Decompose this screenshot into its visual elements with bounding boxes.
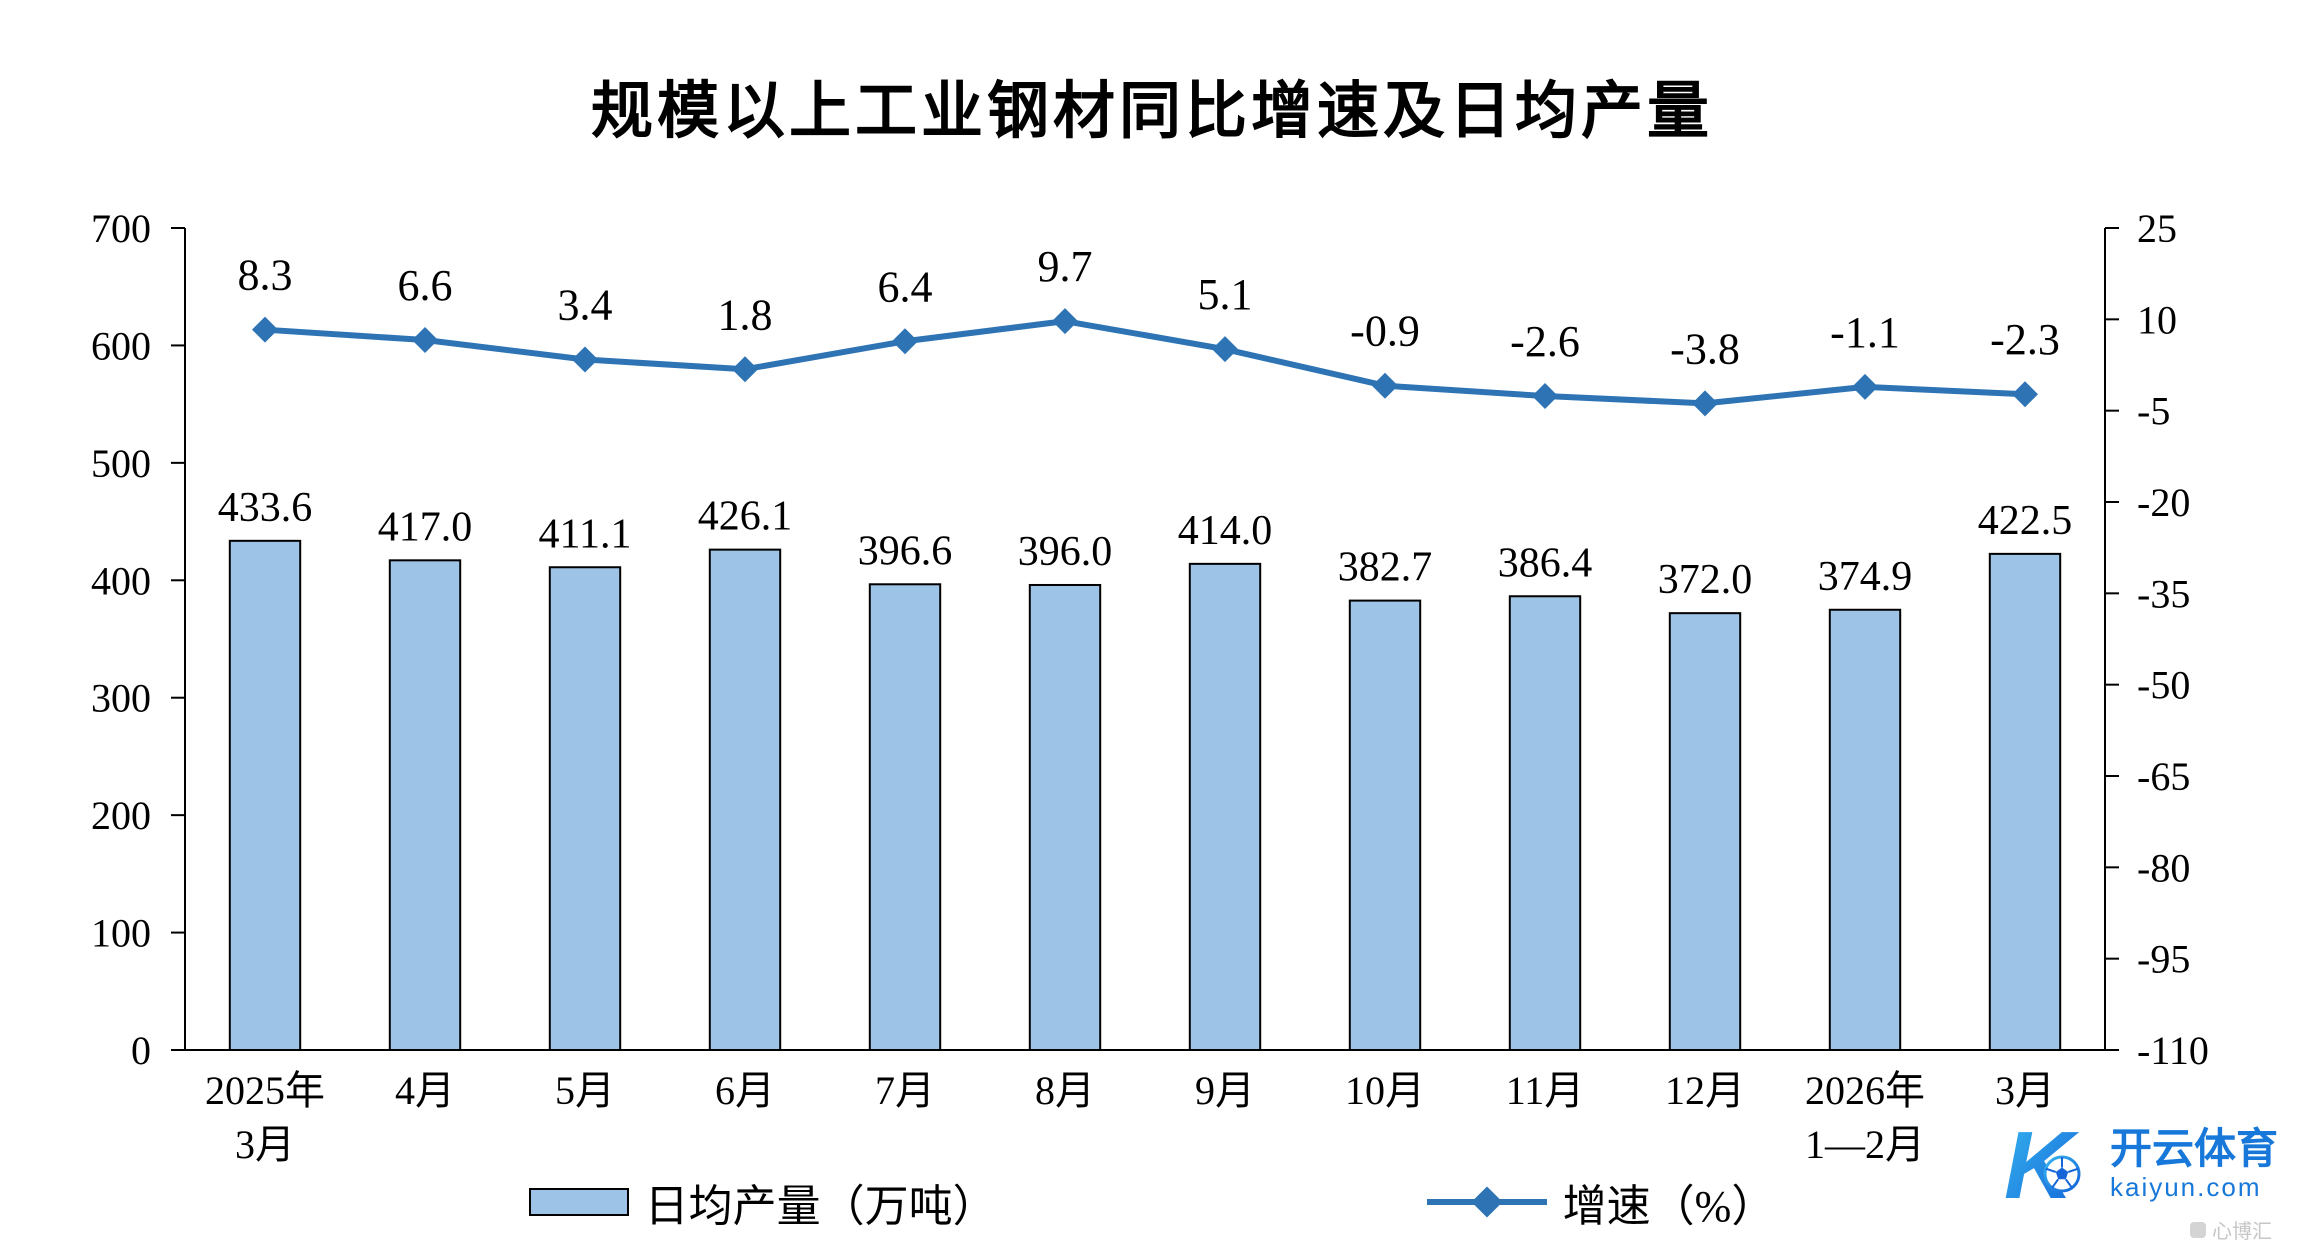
right-axis-tick-label: -80 — [2137, 845, 2190, 890]
bar-value-label: 414.0 — [1178, 508, 1273, 554]
bar — [548, 566, 622, 1052]
bar-value-label: 417.0 — [378, 504, 473, 550]
growth-value-label: -2.3 — [1990, 315, 2060, 364]
left-axis-tick-label: 700 — [91, 206, 151, 251]
bar-value-label: 422.5 — [1978, 498, 2073, 544]
line-marker — [1372, 372, 1398, 399]
line-marker — [1052, 308, 1078, 335]
growth-value-label: 8.3 — [238, 251, 293, 300]
bar-legend-swatch-icon — [528, 1188, 629, 1216]
bar-value-label: 396.0 — [1018, 529, 1113, 575]
bar — [1668, 612, 1742, 1051]
line-marker — [892, 328, 918, 355]
right-axis-tick-label: 25 — [2137, 206, 2177, 251]
bar-value-label: 433.6 — [218, 485, 313, 531]
growth-value-label: -0.9 — [1350, 307, 1420, 356]
growth-value-label: -2.6 — [1510, 317, 1580, 366]
bar — [1828, 608, 1902, 1052]
growth-line — [264, 318, 2026, 407]
bar — [1508, 595, 1582, 1051]
chart-title: 规模以上工业钢材同比增速及日均产量 — [590, 77, 1713, 146]
legend-item-line: 增速（%） — [1426, 1170, 1776, 1234]
kaiyun-watermark: K 开云体育 kaiyun.com — [2000, 1114, 2278, 1214]
category-label: 3月 — [1995, 1068, 2055, 1113]
watermark-brand: 开云体育 — [2109, 1124, 2278, 1172]
growth-value-label: -3.8 — [1670, 324, 1740, 373]
line-marker — [732, 356, 758, 383]
bar — [1028, 583, 1102, 1051]
bar — [708, 548, 782, 1051]
right-axis-tick-label: -65 — [2137, 754, 2190, 799]
bar — [1988, 552, 2062, 1051]
line-marker — [572, 346, 598, 373]
bar-value-label: 372.0 — [1658, 557, 1753, 603]
watermark-sub-text: 心博汇 — [2212, 1221, 2272, 1243]
bar-value-label: 411.1 — [539, 511, 632, 557]
category-label: 7月 — [875, 1068, 935, 1113]
watermark-domain: kaiyun.com — [2109, 1172, 2262, 1203]
category-label: 2025年 — [205, 1068, 325, 1113]
category-label: 4月 — [395, 1068, 455, 1113]
line-marker — [1852, 373, 1878, 400]
line-marker — [2012, 381, 2038, 408]
right-axis-tick-label: -35 — [2137, 571, 2190, 616]
line-legend-swatch-icon — [1426, 1186, 1547, 1218]
bar-value-label: 374.9 — [1818, 554, 1913, 600]
line-marker — [1692, 390, 1718, 417]
left-axis-tick-label: 0 — [131, 1028, 151, 1073]
right-axis-tick-label: -5 — [2137, 389, 2170, 434]
category-label: 11月 — [1506, 1068, 1585, 1113]
bar — [1188, 562, 1262, 1051]
line-marker — [1532, 383, 1558, 410]
left-axis-tick-label: 500 — [91, 441, 151, 486]
bar — [388, 559, 462, 1052]
category-label: 1—2月 — [1805, 1122, 1925, 1167]
bar — [228, 539, 302, 1051]
bar-legend-label: 日均产量（万吨） — [644, 1182, 997, 1231]
bar — [868, 583, 942, 1051]
watermark-sub: 心博汇 — [2190, 1215, 2272, 1244]
right-axis-tick-label: -110 — [2137, 1028, 2209, 1073]
left-axis-tick-label: 600 — [91, 323, 151, 368]
line-marker — [252, 316, 278, 343]
category-label: 12月 — [1665, 1068, 1745, 1113]
category-label: 2026年 — [1805, 1068, 1925, 1113]
left-axis-tick-label: 300 — [91, 676, 151, 721]
growth-value-label: 6.4 — [878, 262, 933, 311]
category-label: 8月 — [1035, 1068, 1095, 1113]
left-axis-tick-label: 100 — [91, 911, 151, 956]
category-label: 6月 — [715, 1068, 775, 1113]
category-label: 10月 — [1345, 1068, 1425, 1113]
kaiyun-logo-icon: K — [2004, 1114, 2081, 1214]
bar-value-label: 382.7 — [1338, 545, 1433, 591]
growth-value-label: -1.1 — [1830, 308, 1900, 357]
bar-value-label: 426.1 — [698, 494, 793, 540]
watermark-sub-icon — [2190, 1221, 2206, 1238]
right-axis-tick-label: -95 — [2137, 937, 2190, 982]
growth-value-label: 6.6 — [398, 261, 453, 310]
right-axis-tick-label: -50 — [2137, 663, 2190, 708]
legend-item-bar: 日均产量（万吨） — [528, 1170, 997, 1234]
growth-value-label: 3.4 — [558, 281, 613, 330]
left-axis-tick-label: 400 — [91, 558, 151, 603]
left-axis-tick-label: 200 — [91, 793, 151, 838]
bar — [1348, 599, 1422, 1051]
line-marker — [1212, 336, 1238, 363]
growth-value-label: 5.1 — [1198, 270, 1253, 319]
category-label: 9月 — [1195, 1068, 1255, 1113]
line-legend-label: 增速（%） — [1562, 1182, 1776, 1231]
right-axis-tick-label: -20 — [2137, 480, 2190, 525]
bar-value-label: 386.4 — [1498, 540, 1593, 586]
bar-value-label: 396.6 — [858, 528, 953, 574]
growth-value-label: 1.8 — [718, 290, 773, 339]
legend: 日均产量（万吨） 增速（%） — [0, 1170, 2304, 1234]
growth-value-label: 9.7 — [1038, 242, 1093, 291]
category-label: 5月 — [555, 1068, 615, 1113]
line-marker — [412, 327, 438, 354]
category-label: 3月 — [235, 1122, 295, 1167]
right-axis-tick-label: 10 — [2137, 297, 2177, 342]
